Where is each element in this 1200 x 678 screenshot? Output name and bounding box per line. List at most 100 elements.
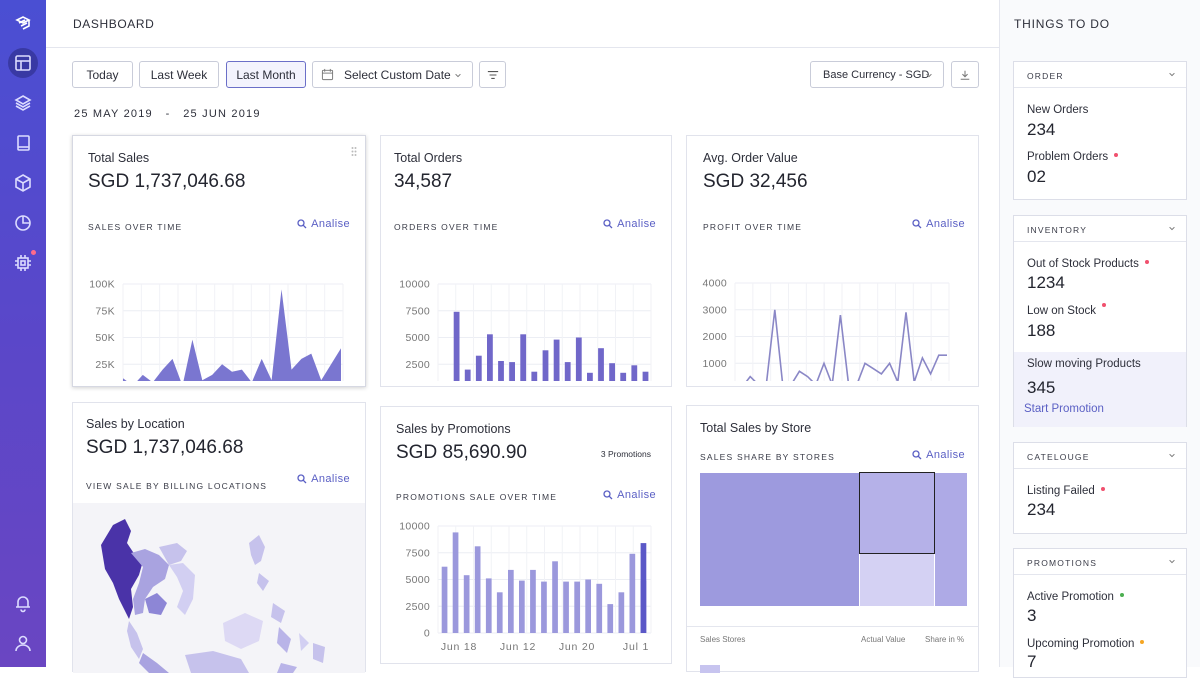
order-section: ORDER New Orders 234 Problem Orders 02	[1013, 61, 1187, 200]
bar	[519, 580, 525, 633]
logo-icon[interactable]	[8, 9, 38, 39]
problem-orders-label: Problem Orders	[1027, 151, 1109, 163]
bar	[620, 372, 627, 381]
currency-select[interactable]: Base Currency - SGD	[810, 61, 944, 88]
treemap-cell[interactable]	[860, 554, 934, 606]
dashboard-icon[interactable]	[8, 48, 38, 78]
sales-area	[123, 289, 341, 381]
analise-link[interactable]: Analise	[297, 473, 350, 485]
treemap-cell[interactable]	[859, 472, 935, 554]
analise-label: Analise	[311, 473, 350, 485]
chart-subtitle: SALES SHARE BY STORES	[700, 452, 835, 462]
analise-link[interactable]: Analise	[297, 218, 350, 230]
bar	[496, 592, 503, 633]
bar	[531, 371, 538, 381]
y-tick-label: 1000	[702, 358, 727, 370]
pie-chart-icon[interactable]	[8, 208, 38, 238]
upcoming-promotion-row[interactable]: Upcoming Promotion	[1027, 638, 1145, 650]
bar	[585, 579, 591, 633]
active-promotion-row[interactable]: Active Promotion	[1027, 591, 1124, 603]
chevron-down-icon	[455, 73, 461, 77]
promotions-header[interactable]: PROMOTIONS	[1014, 549, 1186, 575]
y-tick-label: 2000	[702, 331, 727, 343]
bar	[463, 575, 470, 633]
low-stock-row[interactable]: Low on Stock	[1027, 302, 1107, 317]
section-label: PROMOTIONS	[1027, 558, 1098, 568]
y-tick-label: 7500	[405, 547, 430, 559]
analise-link[interactable]: Analise	[912, 218, 965, 230]
download-button[interactable]	[951, 61, 979, 88]
user-icon[interactable]	[8, 628, 38, 658]
total-orders-card[interactable]: Total Orders 34,587 ORDERS OVER TIME Ana…	[380, 135, 672, 387]
catalogue-section: CATELOUGE Listing Failed 234	[1013, 442, 1187, 534]
sales-location-card[interactable]: Sales by Location SGD 1,737,046.68 VIEW …	[72, 402, 366, 673]
card-value: 34,587	[394, 171, 453, 192]
out-of-stock-label: Out of Stock Products	[1027, 258, 1139, 270]
y-tick-label: 25K	[95, 359, 115, 371]
bar	[498, 361, 504, 381]
layers-icon[interactable]	[8, 88, 38, 118]
y-tick-label: 2500	[405, 359, 430, 371]
listing-failed-row[interactable]: Listing Failed	[1027, 485, 1105, 497]
drag-handle-icon[interactable]	[351, 146, 357, 157]
search-icon	[603, 219, 613, 229]
alert-dot	[1114, 152, 1119, 157]
analise-link[interactable]: Analise	[912, 449, 965, 461]
chip-icon[interactable]	[8, 248, 38, 278]
bar	[607, 604, 614, 633]
custom-date-select[interactable]: Select Custom Date	[312, 61, 473, 88]
bell-icon[interactable]	[8, 588, 38, 618]
currency-label: Base Currency - SGD	[823, 68, 930, 81]
bar	[464, 369, 471, 381]
analise-link[interactable]: Analise	[603, 218, 656, 230]
things-to-do-panel: THINGS TO DO ORDER New Orders 234 Proble…	[999, 0, 1200, 678]
top-bar: DASHBOARD	[46, 0, 999, 48]
slow-moving-label[interactable]: Slow moving Products	[1027, 358, 1141, 370]
treemap-cell[interactable]	[700, 473, 859, 606]
box-icon[interactable]	[8, 168, 38, 198]
bar	[575, 337, 582, 381]
chart-subtitle: VIEW SALE BY BILLING LOCATIONS	[86, 481, 268, 491]
order-header[interactable]: ORDER	[1014, 62, 1186, 88]
book-icon[interactable]	[8, 128, 38, 158]
last-week-button[interactable]: Last Week	[139, 61, 219, 88]
filter-button[interactable]	[479, 61, 506, 88]
promotions-section: PROMOTIONS Active Promotion 3 Upcoming P…	[1013, 548, 1187, 678]
catalogue-header[interactable]: CATELOUGE	[1014, 443, 1186, 469]
start-promotion-link[interactable]: Start Promotion	[1024, 403, 1104, 415]
analise-label: Analise	[311, 218, 350, 230]
new-orders-label[interactable]: New Orders	[1027, 104, 1089, 116]
chart-subtitle: PROFIT OVER TIME	[703, 222, 803, 232]
y-tick-label: 75K	[95, 305, 115, 317]
inventory-header[interactable]: INVENTORY	[1014, 216, 1186, 242]
total-sales-card[interactable]: Total Sales SGD 1,737,046.68 SALES OVER …	[72, 135, 366, 387]
analise-link[interactable]: Analise	[603, 489, 656, 501]
notification-dot	[31, 250, 36, 255]
bar	[563, 581, 569, 633]
sales-promotions-card[interactable]: Sales by Promotions SGD 85,690.90 3 Prom…	[380, 406, 672, 664]
bar	[530, 569, 536, 633]
out-of-stock-row[interactable]: Out of Stock Products	[1027, 258, 1149, 270]
status-dot	[1140, 639, 1145, 644]
card-title: Avg. Order Value	[703, 151, 798, 165]
inventory-section: INVENTORY Out of Stock Products 1234 Low…	[1013, 215, 1187, 427]
sales-store-card[interactable]: Total Sales by Store SALES SHARE BY STOR…	[686, 405, 979, 673]
today-button[interactable]: Today	[72, 61, 133, 88]
chevron-down-icon	[1169, 226, 1175, 231]
treemap-cell[interactable]	[935, 473, 967, 606]
map-area[interactable]	[73, 503, 365, 673]
problem-orders-row[interactable]: Problem Orders	[1027, 151, 1119, 163]
problem-orders-value: 02	[1027, 167, 1046, 186]
y-tick-label: 3000	[702, 304, 727, 316]
last-month-button[interactable]: Last Month	[226, 61, 306, 88]
avg-order-card[interactable]: Avg. Order Value SGD 32,456 PROFIT OVER …	[686, 135, 979, 387]
bar	[640, 543, 647, 633]
slow-moving-value: 345	[1027, 378, 1056, 397]
card-value: SGD 85,690.90	[396, 442, 527, 463]
bar	[485, 578, 492, 633]
page-title: DASHBOARD	[73, 17, 155, 31]
listing-failed-value: 234	[1027, 500, 1056, 519]
card-title: Sales by Location	[86, 417, 185, 431]
bar	[541, 581, 547, 633]
